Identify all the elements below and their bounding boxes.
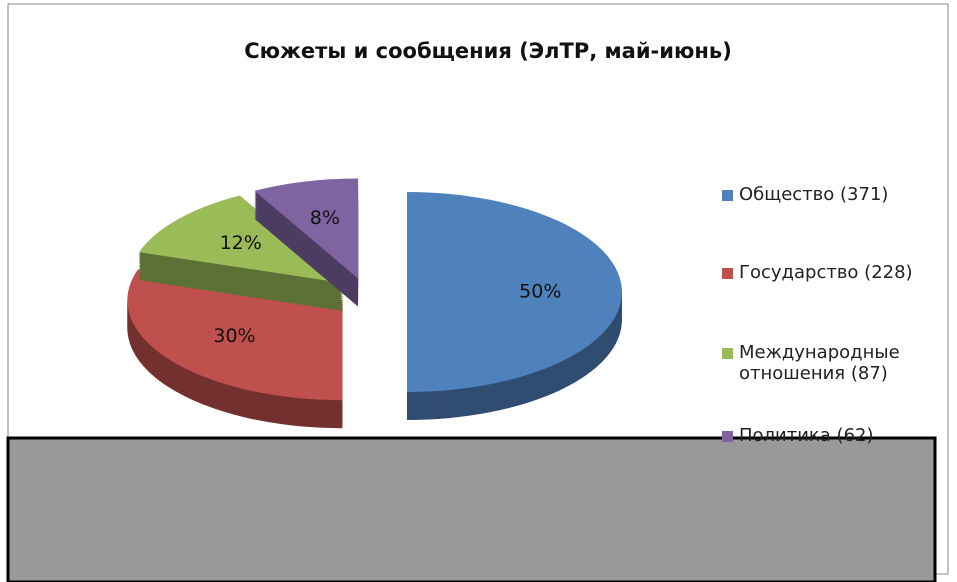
data-label: 12% (220, 232, 262, 254)
data-label: 30% (213, 325, 255, 347)
pie-slice (407, 192, 622, 420)
pie-slice (254, 178, 359, 307)
slice-top (407, 192, 622, 392)
data-label: 8% (310, 207, 340, 229)
pie-slice (127, 269, 343, 429)
legend-label: Международные отношения (87) (739, 342, 900, 384)
chart-title: Сюжеты и сообщения (ЭлТР, май-июнь) (244, 39, 732, 63)
legend-label: Общество (371) (739, 184, 889, 205)
legend-label: Политика (62) (739, 425, 874, 446)
slice-top (138, 195, 344, 284)
legend-swatch (722, 268, 733, 279)
legend-swatch (722, 431, 733, 442)
legend-swatch (722, 348, 733, 359)
legend-item: Международные отношения (87) (722, 342, 950, 384)
legend-swatch (722, 190, 733, 201)
legend-label: Государство (228) (739, 262, 913, 283)
gray-block (6, 436, 937, 582)
legend-item: Общество (371) (722, 184, 950, 205)
slice-top (254, 178, 359, 279)
legend-item: Политика (62) (722, 425, 950, 446)
pie-slice (138, 195, 344, 312)
legend-item: Государство (228) (722, 262, 950, 283)
data-label: 50% (519, 281, 561, 303)
